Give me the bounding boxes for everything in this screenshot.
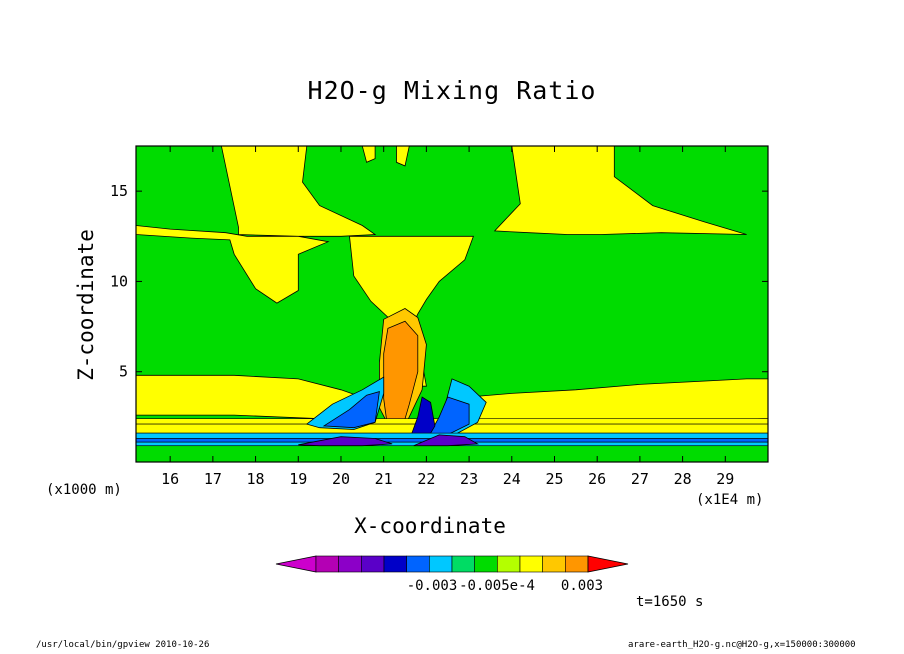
colorbar-segment [474,555,498,573]
colorbar-tick-label: 0.003 [561,578,603,594]
y-axis-unit: (x1000 m) [46,482,122,498]
colorbar-segment [429,555,453,573]
x-tick-label: 16 [161,470,179,488]
colorbar-segment [565,555,589,573]
colorbar-segment [361,555,385,573]
colorbar-segment [315,555,339,573]
y-axis-label: Z-coordinate [74,229,98,381]
colorbar: -0.003 -0.005e-4 0.003 [275,555,629,594]
x-axis-unit: (x1E4 m) [696,492,764,508]
x-tick-label: 17 [204,470,222,488]
surface-band-green [136,445,768,462]
x-tick-label: 19 [289,470,307,488]
colorbar-segment [497,555,521,573]
colorbar-tick-label: -0.005e-4 [459,578,535,594]
neg-deep-left [298,436,393,447]
neg-deep-right [413,434,479,447]
x-tick-label: 27 [631,470,649,488]
colorbar-arrow-left [275,555,317,573]
colorbar-segment [519,555,543,573]
x-tick-label: 24 [503,470,521,488]
time-annotation: t=1650 s [636,594,704,610]
footer-program: /usr/local/bin/gpview 2010-10-26 [36,640,210,650]
neg-left-medium [322,391,380,429]
plume-top-notch-2 [396,146,410,167]
field-layer [136,146,768,462]
y-tick-label: 15 [110,182,128,200]
footer-source: arare-earth_H2O-g.nc@H2O-g,x=150000:3000… [628,640,856,650]
x-tick-label: 23 [460,470,478,488]
colorbar-segment [542,555,566,573]
x-tick-label: 21 [375,470,393,488]
x-tick-label: 25 [545,470,563,488]
colorbar-segment [406,555,430,573]
colorbar-tick-label: -0.003 [407,578,458,594]
x-tick-label: 29 [716,470,734,488]
x-axis-label: X-coordinate [354,514,506,538]
y-tick-label: 5 [119,363,128,381]
plume-upper-left [136,146,377,304]
chart-title: H2O-g Mixing Ratio [307,76,597,105]
plume-upper-right [493,146,747,235]
x-tick-label: 26 [588,470,606,488]
x-tick-label: 20 [332,470,350,488]
x-tick-label: 18 [247,470,265,488]
colorbar-segment [383,555,407,573]
y-tick-label: 10 [110,272,128,290]
colorbar-arrow-right [587,555,629,573]
plume-top-notch [361,146,376,163]
tick-layer: 16 17 18 19 20 21 22 23 24 25 26 27 28 29 5 10 15 [110,146,768,488]
colorbar-segment [338,555,362,573]
colorbar-segment [451,555,475,573]
x-tick-label: 28 [674,470,692,488]
x-tick-label: 22 [417,470,435,488]
plot-frame [135,145,769,463]
